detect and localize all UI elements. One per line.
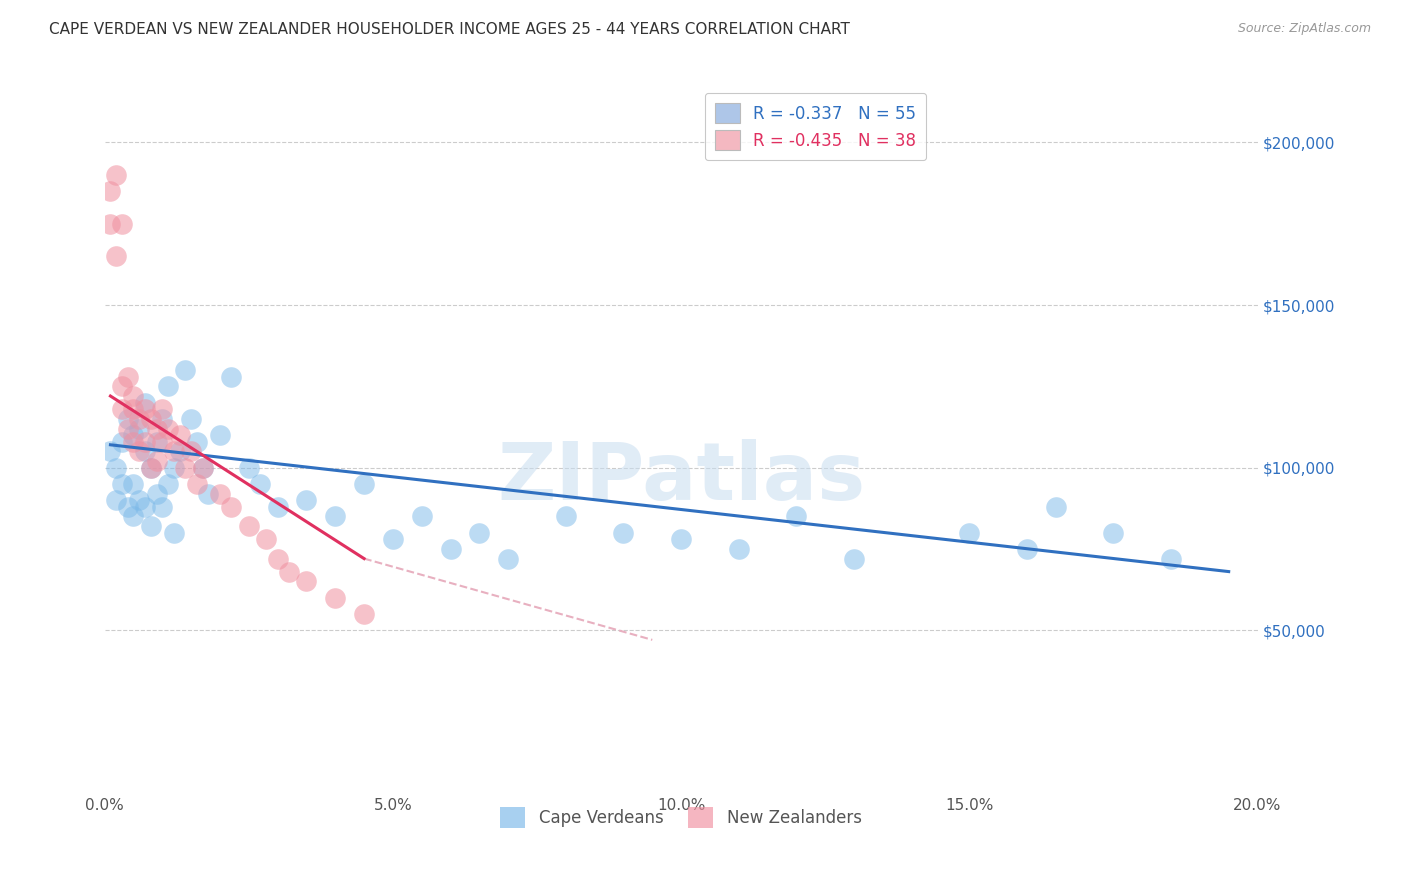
Point [139, 460, 162, 475]
Point [157, 379, 180, 393]
Point [163, 525, 186, 540]
Point [145, 486, 167, 500]
Point [117, 421, 139, 435]
Point [353, 607, 375, 621]
Point [496, 551, 519, 566]
Point [266, 500, 288, 514]
Point [353, 476, 375, 491]
Point [100, 444, 122, 458]
Point [150, 500, 173, 514]
Point [145, 454, 167, 468]
Point [139, 460, 162, 475]
Point [100, 184, 122, 198]
Point [238, 519, 260, 533]
Point [105, 460, 128, 475]
Point [117, 369, 139, 384]
Point [221, 500, 243, 514]
Point [669, 532, 692, 546]
Point [254, 532, 277, 546]
Point [163, 460, 186, 475]
Point [180, 444, 202, 458]
Point [117, 500, 139, 514]
Point [169, 428, 191, 442]
Point [145, 434, 167, 449]
Point [191, 460, 214, 475]
Point [134, 402, 156, 417]
Point [111, 434, 134, 449]
Point [105, 493, 128, 508]
Point [134, 444, 156, 458]
Point [249, 476, 271, 491]
Point [100, 217, 122, 231]
Point [221, 369, 243, 384]
Point [186, 476, 208, 491]
Point [208, 428, 231, 442]
Point [554, 509, 576, 524]
Point [122, 509, 145, 524]
Point [122, 434, 145, 449]
Point [122, 476, 145, 491]
Point [134, 434, 156, 449]
Point [157, 476, 180, 491]
Point [111, 476, 134, 491]
Point [785, 509, 807, 524]
Point [191, 460, 214, 475]
Point [157, 421, 180, 435]
Point [381, 532, 404, 546]
Point [145, 421, 167, 435]
Point [1160, 551, 1182, 566]
Point [1015, 541, 1038, 556]
Point [150, 411, 173, 425]
Point [163, 444, 186, 458]
Point [439, 541, 461, 556]
Point [278, 565, 301, 579]
Point [122, 428, 145, 442]
Point [295, 493, 318, 508]
Point [134, 500, 156, 514]
Point [128, 421, 150, 435]
Point [957, 525, 980, 540]
Legend: Cape Verdeans, New Zealanders: Cape Verdeans, New Zealanders [494, 801, 869, 834]
Point [727, 541, 749, 556]
Point [323, 591, 346, 605]
Point [134, 395, 156, 409]
Point [111, 402, 134, 417]
Point [139, 519, 162, 533]
Point [411, 509, 433, 524]
Point [612, 525, 634, 540]
Point [174, 363, 197, 377]
Point [111, 379, 134, 393]
Point [117, 411, 139, 425]
Point [139, 411, 162, 425]
Point [238, 460, 260, 475]
Text: Source: ZipAtlas.com: Source: ZipAtlas.com [1237, 22, 1371, 36]
Text: CAPE VERDEAN VS NEW ZEALANDER HOUSEHOLDER INCOME AGES 25 - 44 YEARS CORRELATION : CAPE VERDEAN VS NEW ZEALANDER HOUSEHOLDE… [49, 22, 851, 37]
Point [128, 493, 150, 508]
Text: ZIPatlas: ZIPatlas [496, 439, 865, 517]
Point [266, 551, 288, 566]
Point [323, 509, 346, 524]
Point [111, 217, 134, 231]
Point [468, 525, 491, 540]
Point [105, 249, 128, 263]
Point [169, 444, 191, 458]
Point [150, 402, 173, 417]
Point [122, 389, 145, 403]
Point [295, 574, 318, 589]
Point [105, 168, 128, 182]
Point [128, 411, 150, 425]
Point [174, 460, 197, 475]
Point [150, 434, 173, 449]
Point [180, 411, 202, 425]
Point [122, 402, 145, 417]
Point [197, 486, 219, 500]
Point [186, 434, 208, 449]
Point [1045, 500, 1067, 514]
Point [208, 486, 231, 500]
Point [842, 551, 865, 566]
Point [1102, 525, 1125, 540]
Point [128, 444, 150, 458]
